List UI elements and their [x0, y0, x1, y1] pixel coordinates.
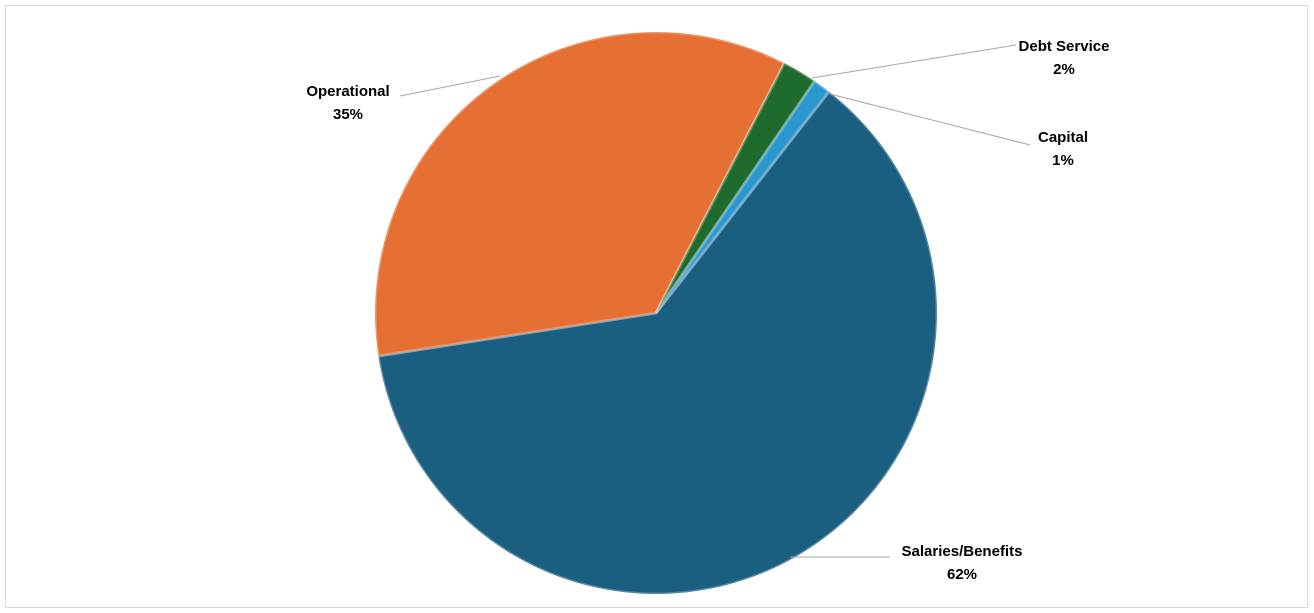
data-label-percent: 1% [1052, 152, 1074, 169]
data-label-operational: Operational 35% [306, 83, 389, 123]
data-label-category: Debt Service [1019, 38, 1110, 55]
pie-slice-debt-service [654, 61, 817, 314]
data-labels: Salaries/Benefits 62% Operational 35% Debt S… [306, 38, 1109, 583]
data-label-salaries-benefits: Salaries/Benefits 62% [902, 543, 1023, 583]
leader-line-operational [399, 75, 501, 97]
pie-slice-salaries-benefits [376, 89, 939, 596]
data-label-debt-service: Debt Service 2% [1019, 38, 1110, 78]
leader-line-debt-service [811, 44, 1017, 79]
data-label-category: Salaries/Benefits [902, 543, 1023, 560]
data-label-category: Operational [306, 83, 389, 100]
data-label-capital: Capital 1% [1038, 129, 1088, 169]
leader-line-capital [829, 93, 1031, 146]
data-label-category: Capital [1038, 129, 1088, 146]
data-label-percent: 35% [333, 106, 363, 123]
data-label-percent: 2% [1053, 61, 1075, 78]
pie-slice-operational [373, 30, 787, 358]
leader-lines [399, 44, 1031, 558]
pie-slice-capital [654, 79, 832, 314]
pie-slices [373, 30, 939, 596]
data-label-percent: 62% [947, 566, 977, 583]
